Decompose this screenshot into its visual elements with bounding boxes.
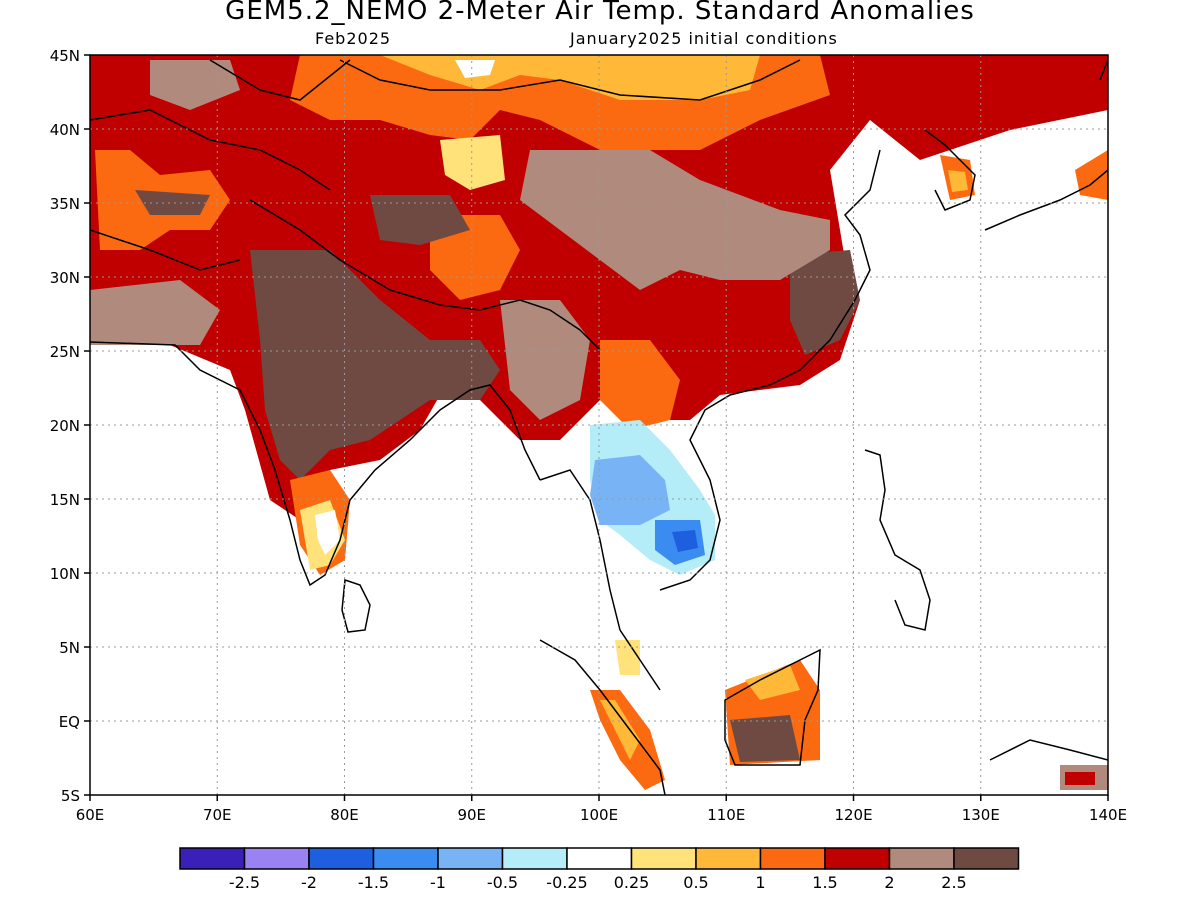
map-title: GEM5.2_NEMO 2-Meter Air Temp. Standard A… [225, 0, 975, 26]
brown-china-fill [790, 250, 860, 355]
coastline-philippines [864, 449, 931, 631]
lat-label: 35N [50, 195, 80, 213]
colorbar: -2.5 -2 -1.5 -1 -0.5 -0.25 0.25 0.5 1 1.… [179, 847, 1020, 892]
brown-north-india-fill [250, 250, 500, 480]
lon-label: 80E [330, 806, 359, 824]
colorbar-label: 0.5 [683, 873, 708, 892]
blue-thailand-fill [590, 455, 670, 525]
coastline-india [90, 341, 541, 587]
anomaly-field [90, 55, 1108, 790]
coastline-korea [924, 129, 976, 211]
colorbar-label: -0.25 [546, 873, 587, 892]
colorbar-swatch [953, 847, 1020, 870]
border-mongolia [339, 59, 801, 101]
tan-burma-fill [500, 300, 590, 420]
white-south-india-fill [315, 510, 340, 555]
colorbar-label: 1 [755, 873, 765, 892]
colorbar-label: 1.5 [812, 873, 837, 892]
lat-label: 25N [50, 343, 80, 361]
brown-borneo-fill [730, 715, 800, 762]
colorbar-swatches [179, 847, 1020, 870]
coastline-borneo [724, 648, 821, 766]
border-central-asia [90, 59, 351, 271]
orange-indochina-fill [600, 340, 680, 430]
colorbar-swatch [759, 847, 826, 870]
coastline-indochina [539, 149, 881, 691]
lat-label: EQ [59, 713, 80, 731]
colorbar-swatch [630, 847, 697, 870]
lon-label: 90E [457, 806, 486, 824]
lat-label: 5S [61, 787, 80, 805]
colorbar-swatch [501, 847, 568, 870]
brown-iran-fill [135, 190, 210, 215]
lon-label: 130E [962, 806, 1000, 824]
colorbar-label: -1.5 [358, 873, 389, 892]
colorbar-swatch [179, 847, 246, 870]
orange-japan-fill [1075, 150, 1108, 200]
lon-label: 100E [580, 806, 618, 824]
coastline-sumatra [539, 639, 666, 795]
colorbar-swatch [437, 847, 504, 870]
lon-label: 60E [76, 806, 105, 824]
brown-tibet-fill [370, 195, 470, 245]
yellow-sumatra-fill [600, 700, 640, 760]
red-pacific-fill [1065, 772, 1095, 785]
coastline-japan [984, 59, 1108, 231]
white-mongolia-fill [455, 60, 495, 78]
lat-label: 5N [59, 639, 80, 657]
lat-label: 45N [50, 47, 80, 65]
colorbar-label: -2 [301, 873, 317, 892]
latitude-labels: 45N 40N 35N 30N 25N 20N 15N 10N 5N EQ 5S [50, 47, 80, 805]
colorbar-swatch [695, 847, 762, 870]
yellow-malaya-fill [615, 640, 640, 675]
axis-ticks [84, 54, 1109, 801]
graticule [90, 55, 1108, 795]
forecast-month: Feb2025 [315, 29, 392, 48]
colorbar-swatch [308, 847, 375, 870]
colorbar-label: -2.5 [229, 873, 260, 892]
orange-tibet-fill [430, 215, 520, 300]
tan-china-fill [520, 150, 830, 290]
lon-label: 140E [1089, 806, 1127, 824]
colorbar-labels: -2.5 -2 -1.5 -1 -0.5 -0.25 0.25 0.5 1 1.… [229, 873, 967, 892]
tan-west-fill [90, 280, 220, 345]
colorbar-swatch [566, 847, 633, 870]
colorbar-swatch [824, 847, 891, 870]
colorbar-swatch [243, 847, 310, 870]
colorbar-swatch [888, 847, 955, 870]
lat-label: 20N [50, 417, 80, 435]
colorbar-label: 2 [884, 873, 894, 892]
lat-label: 40N [50, 121, 80, 139]
lat-label: 30N [50, 269, 80, 287]
colorbar-label: -0.5 [487, 873, 518, 892]
coastlines [90, 59, 1108, 795]
initial-conditions: January2025 initial conditions [570, 29, 838, 48]
colorbar-label: 2.5 [941, 873, 966, 892]
darkblue-cambodia-fill [672, 530, 698, 552]
yellow-kyrgyz-fill [440, 135, 505, 190]
colorbar-label: -1 [430, 873, 446, 892]
coastline-newguinea [989, 739, 1108, 761]
longitude-labels: 60E 70E 80E 90E 100E 110E 120E 130E 140E [76, 806, 1127, 824]
yellow-borneo-fill [745, 665, 800, 700]
colorbar-label: 0.25 [614, 873, 650, 892]
lon-label: 110E [707, 806, 745, 824]
yellow-korea-fill [948, 170, 968, 192]
border-himalaya [249, 199, 601, 351]
colorbar-swatch [372, 847, 439, 870]
lon-label: 120E [834, 806, 872, 824]
coastline-srilanka [341, 578, 371, 633]
lat-label: 10N [50, 565, 80, 583]
lat-label: 15N [50, 491, 80, 509]
lon-label: 70E [203, 806, 232, 824]
